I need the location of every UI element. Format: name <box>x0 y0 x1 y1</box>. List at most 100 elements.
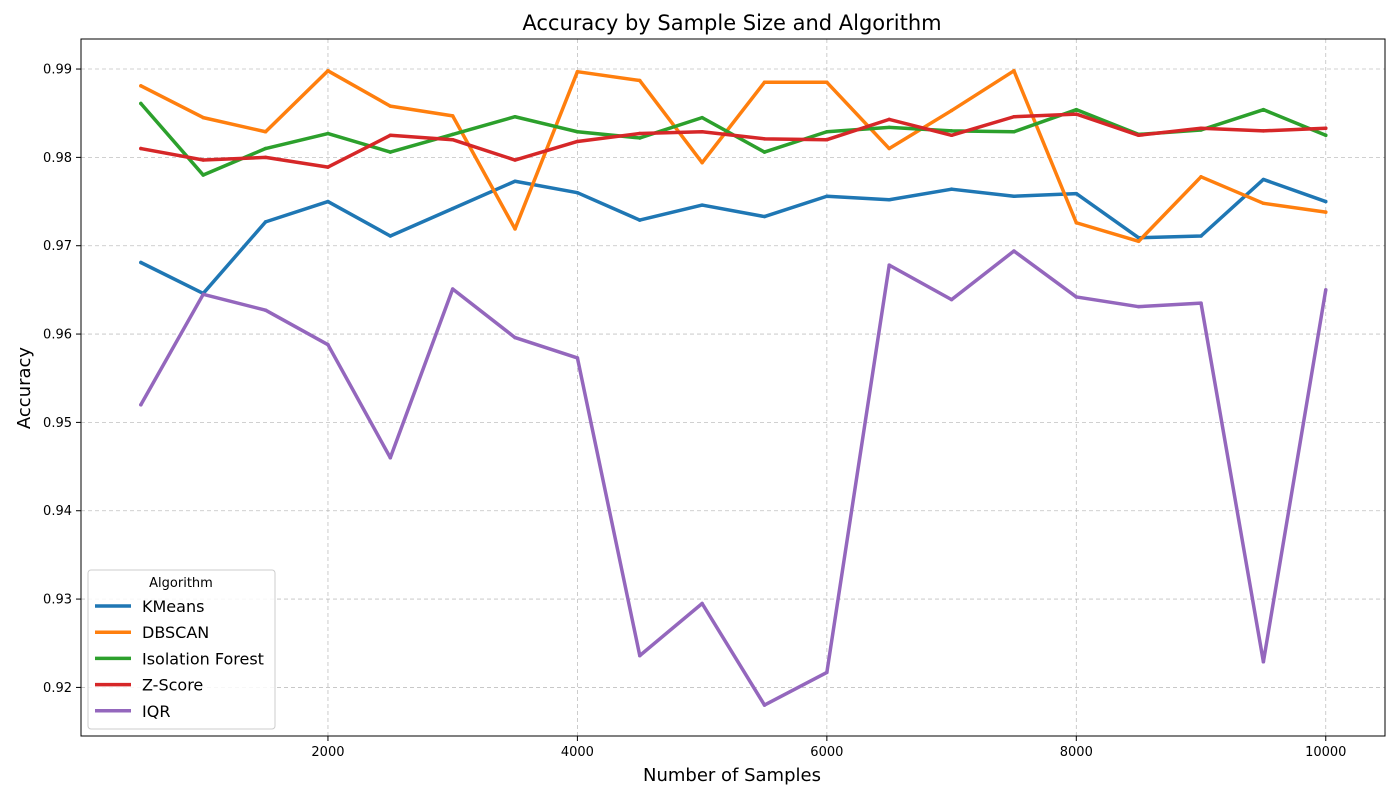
data-point <box>1012 69 1016 73</box>
data-point <box>1261 107 1266 112</box>
series-line-iqr <box>139 249 1328 707</box>
x-axis: 2000 4000 6000 8000 10000 <box>311 736 1346 760</box>
series-line-dbscan <box>139 69 1328 244</box>
data-point <box>450 206 455 211</box>
data-point <box>575 139 580 144</box>
data-point <box>1136 239 1141 244</box>
data-point <box>1074 112 1079 116</box>
data-point <box>201 158 205 162</box>
legend-title: Algorithm <box>149 576 213 591</box>
data-point <box>1074 221 1079 225</box>
data-point <box>825 137 829 142</box>
series-line-z-score <box>139 112 1328 169</box>
data-point <box>326 69 330 73</box>
data-point <box>139 84 143 88</box>
data-point <box>762 703 767 707</box>
data-point <box>887 125 891 130</box>
legend-box <box>87 569 276 730</box>
data-point <box>388 150 393 154</box>
legend-label: Isolation Forest <box>142 649 264 668</box>
data-point <box>139 402 143 407</box>
legend-item-isolation-forest: Isolation Forest <box>95 649 264 668</box>
data-point <box>1324 133 1328 138</box>
data-point <box>263 308 268 312</box>
data-point <box>762 150 767 154</box>
y-tick-label: 0.95 <box>43 416 72 431</box>
data-point <box>513 158 517 162</box>
x-tick-label: 2000 <box>311 745 344 760</box>
data-point <box>326 165 330 169</box>
x-axis-label: Number of Samples <box>643 765 821 786</box>
data-point <box>139 101 143 106</box>
x-tick-label: 8000 <box>1060 745 1093 760</box>
data-point <box>1074 191 1079 196</box>
y-tick-label: 0.93 <box>43 593 72 608</box>
data-point <box>949 108 954 113</box>
data-point <box>825 80 829 85</box>
data-point <box>762 214 767 219</box>
data-point <box>1012 249 1016 253</box>
data-point <box>1012 114 1016 119</box>
data-point <box>1324 210 1328 214</box>
data-point <box>450 287 455 291</box>
legend-label: KMeans <box>142 597 204 616</box>
data-point <box>1074 107 1079 112</box>
data-point <box>139 260 143 265</box>
series-line-kmeans <box>139 177 1328 296</box>
data-point <box>762 80 767 85</box>
data-point <box>201 292 205 297</box>
data-point <box>1074 295 1079 299</box>
data-point <box>575 69 580 74</box>
data-point <box>201 115 205 120</box>
y-axis-label: Accuracy <box>14 347 35 430</box>
data-point <box>638 78 642 83</box>
data-point <box>887 117 891 122</box>
data-point <box>825 194 829 198</box>
data-point <box>575 130 580 134</box>
data-point <box>575 356 580 360</box>
data-point <box>513 227 517 231</box>
data-point <box>450 137 455 142</box>
data-point <box>887 263 891 267</box>
legend: Algorithm KMeans DBSCAN Isolation Forest Z-… <box>87 569 276 730</box>
data-point <box>949 133 954 138</box>
series-z-score <box>139 112 1328 169</box>
data-point <box>638 218 642 222</box>
data-point <box>700 601 704 606</box>
data-point <box>1199 234 1203 238</box>
data-point <box>638 131 642 136</box>
data-point <box>388 234 393 238</box>
data-point <box>1136 133 1141 138</box>
legend-items: KMeans DBSCAN Isolation Forest Z-Score IQR <box>95 597 264 721</box>
data-point <box>263 130 268 134</box>
y-tick-label: 0.99 <box>43 63 72 78</box>
data-point <box>949 297 954 302</box>
data-point <box>638 136 642 140</box>
legend-item-z-score: Z-Score <box>95 676 203 695</box>
data-point <box>949 187 954 191</box>
data-point <box>887 198 891 202</box>
data-point <box>825 130 829 134</box>
legend-label: IQR <box>142 702 170 721</box>
data-point <box>1261 201 1266 206</box>
x-tick-label: 6000 <box>810 745 843 760</box>
y-axis: 0.92 0.93 0.94 0.95 0.96 0.97 0.98 0.99 <box>43 63 81 696</box>
series-dbscan <box>139 69 1328 244</box>
data-point <box>575 190 580 195</box>
data-point <box>700 203 704 207</box>
data-point <box>450 114 455 118</box>
data-point <box>1324 288 1328 292</box>
series-layer <box>139 69 1328 707</box>
y-tick-label: 0.94 <box>43 504 72 519</box>
data-point <box>388 104 393 108</box>
data-point <box>1261 129 1266 133</box>
data-point <box>388 455 393 460</box>
legend-item-iqr: IQR <box>95 702 170 721</box>
data-point <box>263 146 268 151</box>
data-point <box>513 114 517 119</box>
chart-title: Accuracy by Sample Size and Algorithm <box>522 11 941 35</box>
data-point <box>1012 194 1016 198</box>
plot-frame <box>80 38 1386 737</box>
